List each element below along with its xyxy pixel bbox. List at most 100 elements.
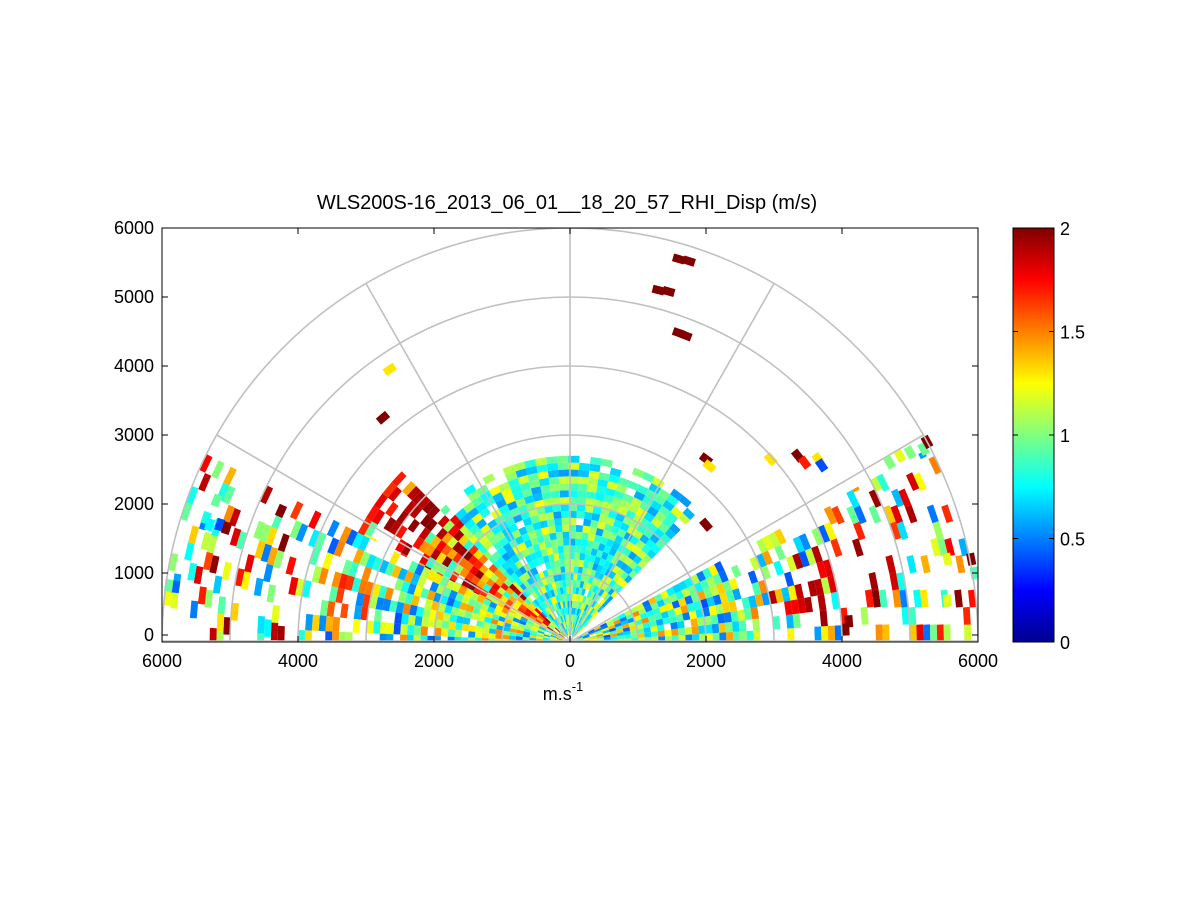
data-cell (547, 582, 554, 591)
data-cell (498, 481, 511, 492)
data-cell (522, 517, 533, 527)
data-cell (603, 494, 614, 504)
data-cell (468, 555, 479, 566)
data-cell (643, 626, 651, 633)
data-cell (377, 585, 388, 599)
data-cell (896, 521, 909, 540)
data-cell (608, 547, 618, 557)
data-cell (590, 548, 598, 557)
data-point (844, 615, 854, 628)
data-cell (479, 594, 486, 599)
data-cell (389, 520, 402, 536)
data-cell (526, 545, 536, 555)
data-cell (553, 588, 559, 597)
data-cell (518, 574, 527, 583)
data-cell (738, 620, 747, 632)
data-cell (601, 529, 611, 539)
data-cell (703, 615, 712, 626)
data-cell (375, 597, 385, 611)
angle-spoke (216, 434, 571, 642)
data-cell (560, 623, 565, 630)
data-cell (452, 529, 465, 542)
data-cell (594, 492, 605, 502)
data-cell (630, 629, 638, 635)
data-cell (644, 631, 652, 638)
data-cell (475, 518, 488, 530)
data-cell (898, 488, 912, 508)
y-tick-label: 5000 (114, 287, 154, 307)
data-cell (514, 577, 523, 586)
data-cell (434, 619, 443, 629)
data-cell (266, 584, 276, 603)
data-cell (572, 614, 575, 622)
data-cell (636, 523, 647, 534)
data-cell (651, 543, 662, 555)
data-cell (671, 628, 679, 636)
data-cell (714, 561, 725, 574)
data-cell (542, 498, 553, 507)
data-cell (488, 601, 498, 609)
data-cell (559, 632, 566, 638)
data-cell (675, 590, 685, 600)
data-cell (563, 614, 567, 622)
data-cell (785, 555, 797, 572)
data-cell (485, 597, 492, 602)
data-cell (540, 484, 551, 493)
data-cell (613, 490, 625, 500)
data-cell (530, 630, 538, 635)
data-cell (513, 613, 522, 620)
data-cell (601, 551, 609, 561)
data-cell (455, 622, 463, 631)
data-cell (773, 560, 784, 576)
data-cell (388, 600, 398, 613)
data-cell (561, 608, 565, 616)
data-cell (260, 543, 272, 563)
data-cell (495, 578, 504, 587)
data-cell (492, 491, 504, 503)
data-cell (488, 555, 497, 564)
data-cell (491, 525, 502, 536)
data-cell (417, 495, 431, 510)
data-cell (544, 505, 554, 514)
data-cell (958, 537, 969, 557)
data-cell (180, 502, 193, 521)
data-cell (578, 625, 584, 632)
data-cell (352, 548, 365, 565)
data-cell (564, 621, 568, 629)
data-cell (424, 565, 432, 570)
data-cell (572, 593, 576, 601)
data-cell (478, 545, 488, 555)
data-cell (391, 471, 407, 487)
data-cell (605, 538, 615, 548)
data-cell (530, 486, 542, 495)
data-cell (486, 606, 496, 614)
data-cell (581, 532, 589, 541)
data-cell (711, 623, 720, 634)
data-cell (495, 530, 506, 541)
data-cell (574, 545, 581, 553)
data-cell (666, 494, 679, 507)
data-cell (633, 614, 642, 622)
data-cell (559, 608, 564, 616)
data-cell (632, 555, 643, 565)
data-cell (382, 482, 397, 498)
data-cell (919, 589, 929, 608)
data-cell (664, 629, 672, 637)
data-cell (448, 578, 456, 583)
data-cell (468, 524, 481, 536)
data-cell (728, 577, 739, 591)
data-cell (632, 513, 644, 524)
data-cell (695, 608, 704, 619)
data-cell (253, 577, 264, 597)
data-cell (567, 628, 570, 636)
data-cell (541, 577, 548, 586)
data-cell (570, 621, 573, 629)
data-cell (488, 485, 501, 497)
data-cell (521, 488, 533, 498)
chart-title: WLS200S-16_2013_06_01__18_20_57_RHI_Disp… (317, 192, 817, 214)
x-tick-label: 6000 (958, 651, 998, 671)
data-cell (553, 629, 560, 635)
data-cell (538, 626, 546, 631)
data-cell (496, 556, 506, 566)
data-cell (429, 609, 438, 620)
